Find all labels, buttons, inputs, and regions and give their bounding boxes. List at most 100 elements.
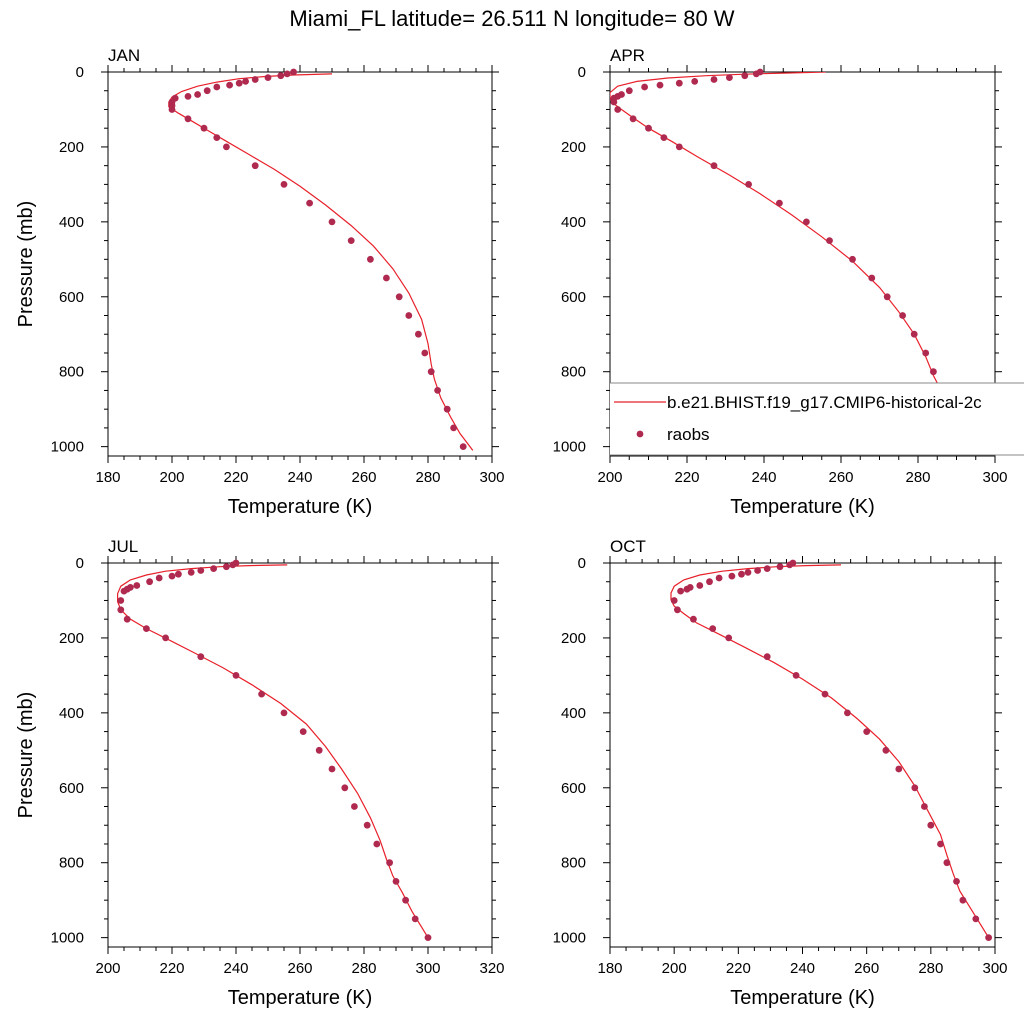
raobs-point xyxy=(745,181,752,188)
y-tick-label: 1000 xyxy=(553,930,586,947)
raobs-point xyxy=(930,368,937,376)
raobs-point xyxy=(844,709,851,717)
raobs-point xyxy=(232,672,240,679)
raobs-point xyxy=(194,91,202,98)
raobs-point xyxy=(280,709,288,717)
y-tick-label: 600 xyxy=(561,289,586,306)
y-tick-label: 600 xyxy=(59,780,84,797)
raobs-point xyxy=(315,746,323,754)
x-tick-label: 280 xyxy=(351,960,376,977)
raobs-point xyxy=(424,934,432,941)
raobs-point xyxy=(155,574,163,582)
raobs-point xyxy=(690,615,697,623)
raobs-point xyxy=(614,106,622,113)
x-axis-label: Temperature (K) xyxy=(730,496,875,518)
raobs-point xyxy=(434,387,441,394)
raobs-point xyxy=(803,218,810,226)
raobs-point xyxy=(203,87,211,95)
raobs-point xyxy=(210,565,218,572)
raobs-point xyxy=(459,443,467,450)
raobs-point xyxy=(187,569,195,576)
y-axis-label: Pressure (mb) xyxy=(15,201,37,328)
y-tick-label: 200 xyxy=(561,630,586,647)
raobs-point xyxy=(625,87,633,95)
raobs-point xyxy=(910,330,918,338)
x-tick-label: 280 xyxy=(415,469,440,486)
raobs-point xyxy=(899,312,906,319)
y-tick-label: 600 xyxy=(59,289,84,306)
model-profile-line xyxy=(610,72,981,451)
raobs-point xyxy=(786,561,794,569)
y-tick-label: 0 xyxy=(76,555,84,572)
raobs-point xyxy=(677,587,684,595)
raobs-point xyxy=(120,587,128,595)
raobs-point xyxy=(184,93,192,100)
raobs-point xyxy=(197,567,205,574)
y-tick-label: 1000 xyxy=(553,439,586,456)
x-tick-label: 260 xyxy=(854,960,879,977)
raobs-point xyxy=(405,312,413,319)
raobs-point xyxy=(776,199,783,207)
x-tick-label: 240 xyxy=(751,469,776,486)
panel-label: JAN xyxy=(108,46,140,65)
raobs-point xyxy=(849,255,856,263)
panel-jul: JUL 200 220 240 260 280 300 320 0 200 400 600 800 100… xyxy=(15,537,505,1009)
x-axis-label: Temperature (K) xyxy=(730,987,875,1009)
x-tick-label: 220 xyxy=(223,469,248,486)
raobs-point xyxy=(863,728,871,735)
raobs-point xyxy=(744,569,752,576)
figure-title: Miami_FL latitude= 26.511 N longitude= 8… xyxy=(289,6,734,31)
raobs-point xyxy=(175,570,182,578)
x-tick-label: 320 xyxy=(479,960,504,977)
raobs-point xyxy=(223,143,230,151)
raobs-point xyxy=(645,124,652,132)
raobs-point xyxy=(715,574,723,582)
plot-frame xyxy=(107,71,493,457)
raobs-point xyxy=(306,199,313,207)
panel-label: JUL xyxy=(108,537,138,556)
y-tick-label: 600 xyxy=(561,780,586,797)
model-profile-line xyxy=(117,564,429,938)
raobs-point xyxy=(821,690,829,698)
y-tick-label: 400 xyxy=(561,214,586,231)
raobs-point xyxy=(675,79,683,87)
raobs-point xyxy=(290,68,297,76)
raobs-point xyxy=(882,746,890,754)
raobs-point xyxy=(763,653,771,661)
raobs-point xyxy=(696,582,704,589)
x-tick-label: 200 xyxy=(95,960,120,977)
x-tick-label: 240 xyxy=(287,469,312,486)
x-tick-label: 300 xyxy=(415,960,440,977)
raobs-point xyxy=(367,255,374,263)
x-tick-label: 200 xyxy=(597,469,622,486)
x-tick-label: 240 xyxy=(790,960,815,977)
panel-label: APR xyxy=(610,46,645,65)
raobs-point xyxy=(943,859,951,867)
raobs-point xyxy=(392,878,400,885)
y-tick-label: 0 xyxy=(578,555,586,572)
raobs-point xyxy=(710,162,718,170)
y-tick-label: 1000 xyxy=(51,439,84,456)
raobs-point xyxy=(383,274,390,282)
y-tick-label: 800 xyxy=(561,855,586,872)
raobs-point xyxy=(728,572,736,580)
raobs-point xyxy=(710,76,718,83)
raobs-point xyxy=(123,615,131,623)
y-tick-label: 0 xyxy=(578,64,586,81)
raobs-point xyxy=(341,784,349,792)
y-tick-label: 800 xyxy=(59,855,84,872)
raobs-point xyxy=(146,578,154,586)
y-tick-label: 800 xyxy=(59,364,84,381)
raobs-point xyxy=(911,784,919,792)
raobs-point xyxy=(922,349,930,357)
raobs-point xyxy=(229,561,237,569)
raobs-point xyxy=(402,896,409,904)
y-tick-label: 400 xyxy=(59,705,84,722)
raobs-point xyxy=(395,293,403,301)
y-tick-label: 200 xyxy=(561,139,586,156)
raobs-point xyxy=(675,143,683,151)
raobs-point xyxy=(411,915,419,923)
raobs-point xyxy=(927,821,935,829)
raobs-point xyxy=(427,368,435,376)
